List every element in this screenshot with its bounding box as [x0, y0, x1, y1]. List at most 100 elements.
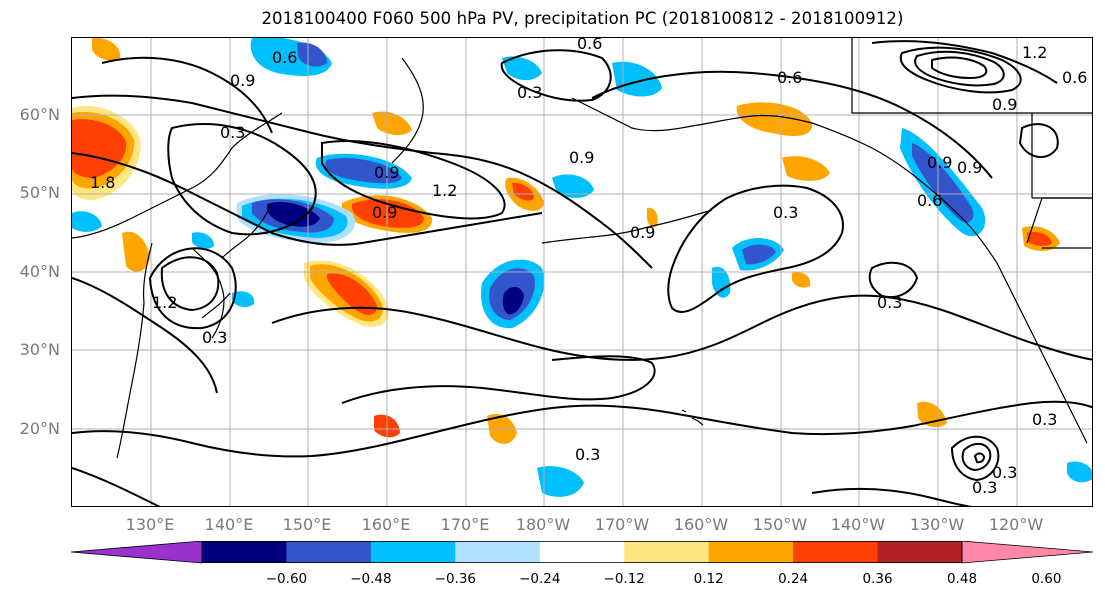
precip-positive-area	[646, 207, 658, 228]
pv-contour	[72, 400, 1092, 458]
lat-label-40n: 40°N	[19, 262, 60, 281]
contour-label: 0.9	[992, 95, 1017, 114]
pv-contour	[148, 247, 237, 330]
precip-positive-area	[736, 102, 813, 136]
lon-label-180w: 180°W	[515, 515, 571, 534]
lon-label-170e: 170°E	[440, 515, 490, 534]
precip-negative-area	[712, 266, 731, 298]
coastline-alaska	[571, 97, 998, 264]
precip-positive-area	[327, 273, 377, 315]
precip-positive-area	[512, 182, 534, 201]
colorbar-tick-label: −0.24	[519, 571, 561, 587]
colorbar-segment	[202, 541, 287, 563]
colorbar	[71, 541, 1093, 564]
colorbar-tick-label: 0.36	[862, 571, 893, 587]
pv-contour	[591, 70, 993, 179]
precip-positive-area	[1027, 232, 1052, 246]
coastline-japan	[201, 202, 273, 319]
precip-positive-area	[122, 231, 150, 272]
pv-contour	[271, 294, 1092, 361]
contour-label: 0.6	[777, 68, 802, 87]
pv-contour	[72, 277, 218, 394]
precip-positive-area	[792, 272, 811, 288]
pv-contour	[667, 184, 844, 313]
precip-negative-area	[537, 466, 584, 497]
contour-label: 0.6	[1062, 68, 1087, 87]
contour-label: 1.2	[1022, 43, 1047, 62]
precip-positive-area	[72, 119, 127, 178]
contour-label: 0.3	[575, 445, 600, 464]
precip-negative-area	[502, 286, 524, 315]
lon-label-150e: 150°E	[282, 515, 332, 534]
contour-label: 0.9	[230, 71, 255, 90]
pv-contour	[167, 123, 317, 236]
lon-label-130w: 130°W	[909, 515, 965, 534]
precip-negative-area	[912, 143, 974, 223]
lat-label-60n: 60°N	[19, 105, 60, 124]
pv-contour	[341, 355, 656, 404]
pv-contour	[871, 40, 1058, 84]
coastline-kamchatka	[391, 57, 424, 164]
contour-label: 0.9	[630, 223, 655, 242]
colorbar-tick-label: −0.12	[603, 571, 645, 587]
precip-negative-area	[1067, 461, 1092, 483]
colorbar-segment	[370, 541, 456, 563]
lon-label-130e: 130°E	[125, 515, 175, 534]
contour-label: 0.3	[992, 463, 1017, 482]
lat-label-20n: 20°N	[19, 419, 60, 438]
pv-contour	[321, 140, 506, 220]
precip-negative-area	[297, 42, 327, 67]
pv-contour	[950, 435, 1000, 482]
contour-label: 0.9	[927, 153, 952, 172]
precip-negative-area	[742, 244, 776, 265]
lon-label-170w: 170°W	[594, 515, 650, 534]
map-title: 2018100400 F060 500 hPa PV, precipitatio…	[261, 9, 904, 28]
colorbar-tick-label: −0.60	[265, 571, 308, 587]
colorbar-segment	[624, 541, 710, 563]
pv-contour	[931, 56, 988, 80]
precip-positive-area	[372, 111, 412, 136]
lon-label-140w: 140°W	[830, 515, 886, 534]
pv-contour	[973, 452, 986, 464]
coastline-hawaii	[681, 409, 704, 426]
pv-contour	[868, 261, 919, 298]
colorbar-tick-label: 0.60	[1031, 571, 1062, 587]
contour-label: 0.3	[220, 123, 245, 142]
lon-label-140e: 140°E	[204, 515, 254, 534]
precip-shading	[72, 38, 1092, 497]
precip-positive-area	[782, 156, 830, 181]
colorbar-extend-high	[961, 541, 1093, 564]
colorbar-segment	[708, 541, 794, 563]
precip-negative-area	[552, 174, 594, 198]
contour-label: 1.8	[90, 173, 115, 192]
contour-label: 0.9	[374, 163, 399, 182]
coastline-asia	[72, 112, 283, 459]
pv-contour	[961, 442, 992, 472]
contour-label: 0.3	[1032, 410, 1057, 429]
contour-label: 0.6	[577, 38, 602, 53]
pv-contour	[72, 152, 543, 246]
pv-contour	[500, 49, 612, 102]
lon-label-120w: 120°W	[988, 515, 1044, 534]
contour-label: 0.3	[877, 293, 902, 312]
contour-label: 0.9	[569, 148, 594, 167]
contour-label: 0.3	[972, 478, 997, 497]
pv-contour	[160, 256, 220, 312]
colorbar-tick-label: 0.24	[778, 571, 809, 587]
gridlines	[72, 38, 1092, 506]
colorbar-tick-label: 0.48	[946, 571, 978, 587]
pv-contour	[914, 50, 1005, 87]
map-canvas: 0.6 0.9 0.3 0.9 0.6 0.6 1.2 1.8 0.9 0.3 …	[72, 38, 1092, 506]
colorbar-tick-label: −0.36	[434, 571, 477, 587]
lat-label-50n: 50°N	[19, 183, 60, 202]
lon-label-150w: 150°W	[752, 515, 808, 534]
lat-label-30n: 30°N	[19, 340, 60, 359]
contour-label: 0.6	[917, 191, 942, 210]
colorbar-segment	[455, 541, 541, 563]
precip-negative-area	[192, 232, 214, 249]
precip-negative-area	[267, 201, 320, 227]
colorbar-extend-low	[71, 541, 203, 564]
colorbar-segment	[539, 541, 625, 563]
precip-positive-area	[92, 38, 121, 61]
contour-label: 0.3	[517, 83, 542, 102]
